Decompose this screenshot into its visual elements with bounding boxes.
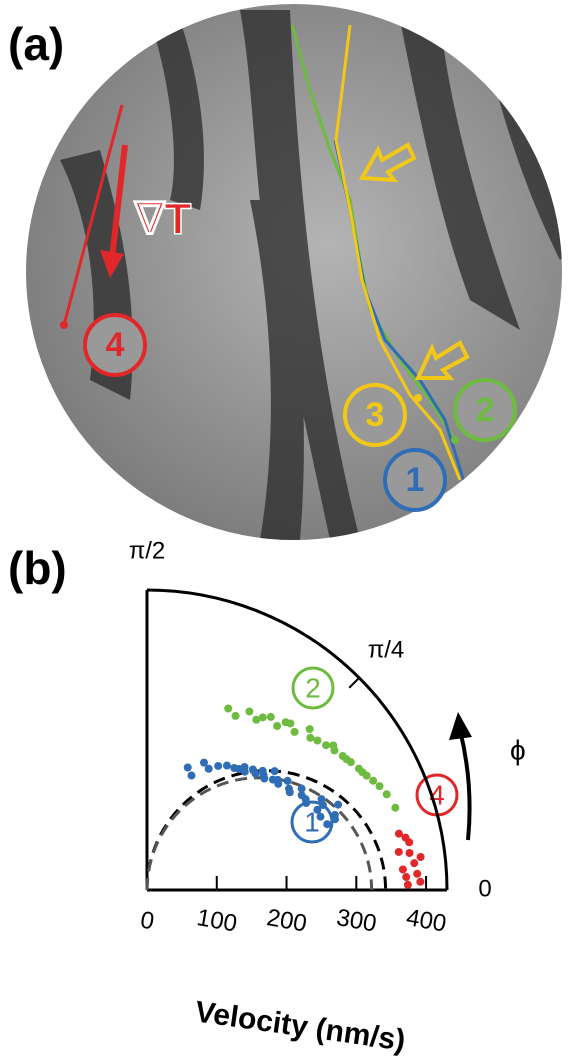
data-point [259, 713, 267, 721]
data-point [282, 718, 290, 726]
r-tick-label: 400 [404, 904, 448, 938]
data-point [184, 764, 192, 772]
data-point [313, 736, 321, 744]
data-point [306, 734, 314, 742]
data-point [259, 767, 267, 775]
phi-tick-label: π/2 [129, 537, 166, 564]
phi-arrow [460, 730, 470, 840]
data-point [406, 849, 414, 857]
data-point [302, 795, 310, 803]
data-point [235, 765, 243, 773]
fit-curve [147, 771, 386, 890]
data-point [223, 762, 231, 770]
r-tick-label: 200 [265, 904, 309, 938]
data-point [298, 785, 306, 793]
data-point [405, 838, 413, 846]
data-point [417, 853, 425, 861]
data-point [271, 767, 279, 775]
data-point [399, 865, 407, 873]
data-point [395, 848, 403, 856]
data-point [260, 774, 268, 782]
data-point [187, 772, 195, 780]
phi-tick-label: π/4 [368, 636, 405, 663]
marker-label: 2 [476, 391, 495, 429]
data-point [245, 707, 253, 715]
phi-axis-label: ϕ [510, 734, 526, 765]
data-point [343, 755, 351, 763]
data-point [317, 813, 325, 821]
phi-tick [349, 678, 359, 688]
outer-arc [147, 590, 447, 890]
data-point [402, 873, 410, 881]
data-point [286, 788, 294, 796]
fit-curve [147, 778, 372, 890]
marker-label: 4 [106, 326, 125, 364]
r-axis-label: Velocity (nm/s) [193, 995, 407, 1057]
data-point [313, 806, 321, 814]
data-point [376, 782, 384, 790]
data-point [252, 770, 260, 778]
data-point [214, 762, 222, 770]
figure: (a) ∇T 4 3 2 1 (b) Velocity (nm/s) ϕ [0, 0, 588, 1064]
data-point [273, 722, 281, 730]
data-point [395, 830, 403, 838]
data-point [318, 795, 326, 803]
data-point [284, 777, 292, 785]
data-point [267, 713, 275, 721]
marker-label: 1 [406, 461, 425, 499]
data-point [274, 780, 282, 788]
r-tick-label: 0 [138, 906, 156, 935]
panel-label: (b) [8, 542, 67, 594]
r-tick-label: 100 [195, 904, 239, 938]
r-tick-label: 300 [334, 904, 378, 938]
micrograph [20, 0, 580, 545]
data-point [205, 765, 213, 773]
gradient-label: ∇T [133, 195, 191, 244]
data-point [224, 705, 232, 713]
data-point [413, 870, 421, 878]
phi-tick-label: 0 [478, 875, 491, 902]
data-point [331, 815, 339, 823]
data-point [322, 741, 330, 749]
data-point [383, 790, 391, 798]
phi-arrow-head [449, 712, 472, 740]
data-point [291, 728, 299, 736]
data-point [329, 741, 337, 749]
panel-label: (a) [8, 18, 64, 70]
data-point [416, 878, 424, 886]
data-point [404, 881, 412, 889]
marker-label: 3 [366, 396, 385, 434]
data-point [369, 777, 377, 785]
series-label: 2 [305, 672, 321, 703]
data-point [306, 725, 314, 733]
data-point [334, 801, 342, 809]
data-point [391, 804, 399, 812]
data-point [232, 712, 240, 720]
data-point [359, 768, 367, 776]
data-point [410, 859, 418, 867]
data-point [323, 820, 331, 828]
